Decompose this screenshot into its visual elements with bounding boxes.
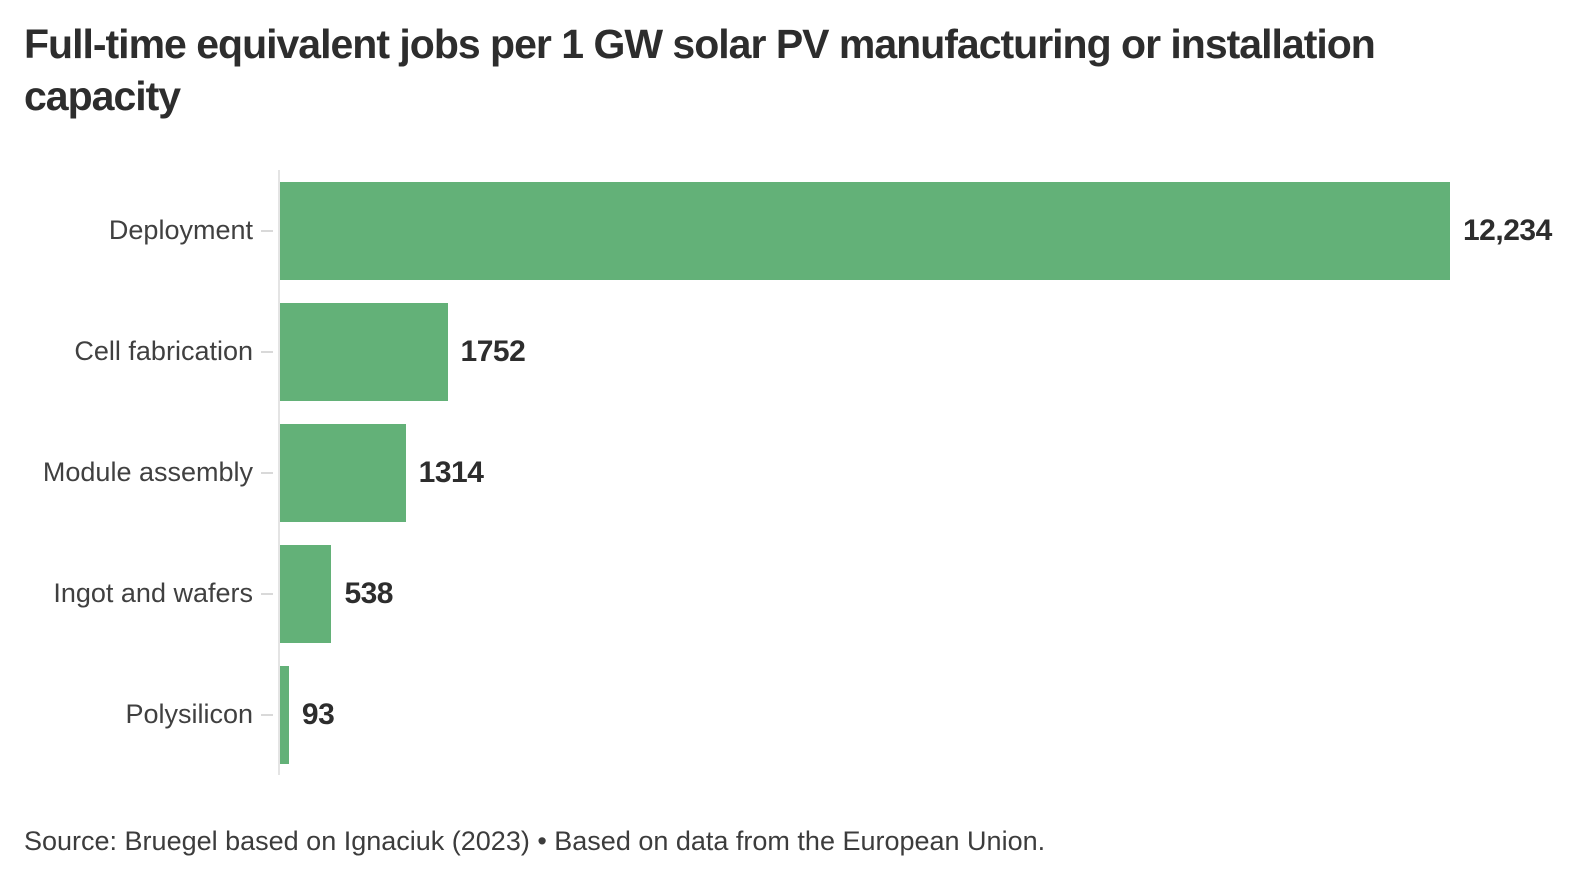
- bar[interactable]: [280, 665, 289, 764]
- axis-tick: [253, 412, 278, 533]
- axis-tick: [253, 170, 278, 291]
- plot-area: 1314: [278, 412, 1588, 533]
- bar-row: Cell fabrication 1752: [0, 291, 1588, 412]
- bar[interactable]: [280, 423, 406, 522]
- bar-row: Polysilicon 93: [0, 654, 1588, 775]
- plot-area: 93: [278, 654, 1588, 775]
- plot-area: 538: [278, 533, 1588, 654]
- bar[interactable]: [280, 302, 448, 401]
- axis-tick: [253, 291, 278, 412]
- source-note: Source: Bruegel based on Ignaciuk (2023)…: [24, 826, 1046, 856]
- value-label: 1314: [418, 455, 484, 489]
- category-label: Module assembly: [42, 457, 253, 487]
- chart-title: Full-time equivalent jobs per 1 GW solar…: [24, 21, 1376, 120]
- value-label: 1752: [460, 334, 526, 368]
- plot-area: 12,234: [278, 170, 1588, 291]
- axis-tick: [253, 533, 278, 654]
- value-label: 93: [301, 697, 335, 731]
- axis-tick: [253, 654, 278, 775]
- bar-row: Deployment 12,234: [0, 170, 1588, 291]
- value-label: 12,234: [1463, 213, 1552, 247]
- value-label: 538: [344, 576, 393, 610]
- bar-row: Module assembly 1314: [0, 412, 1588, 533]
- bar-row: Ingot and wafers 538: [0, 533, 1588, 654]
- bar[interactable]: [280, 181, 1450, 280]
- category-label: Ingot and wafers: [53, 578, 253, 608]
- category-label: Cell fabrication: [74, 336, 253, 366]
- category-label: Deployment: [108, 215, 253, 245]
- category-label: Polysilicon: [125, 699, 253, 729]
- bar-chart: Deployment 12,234 Cell fabrication 1752 Modu…: [0, 170, 1588, 775]
- plot-area: 1752: [278, 291, 1588, 412]
- bar[interactable]: [280, 544, 332, 643]
